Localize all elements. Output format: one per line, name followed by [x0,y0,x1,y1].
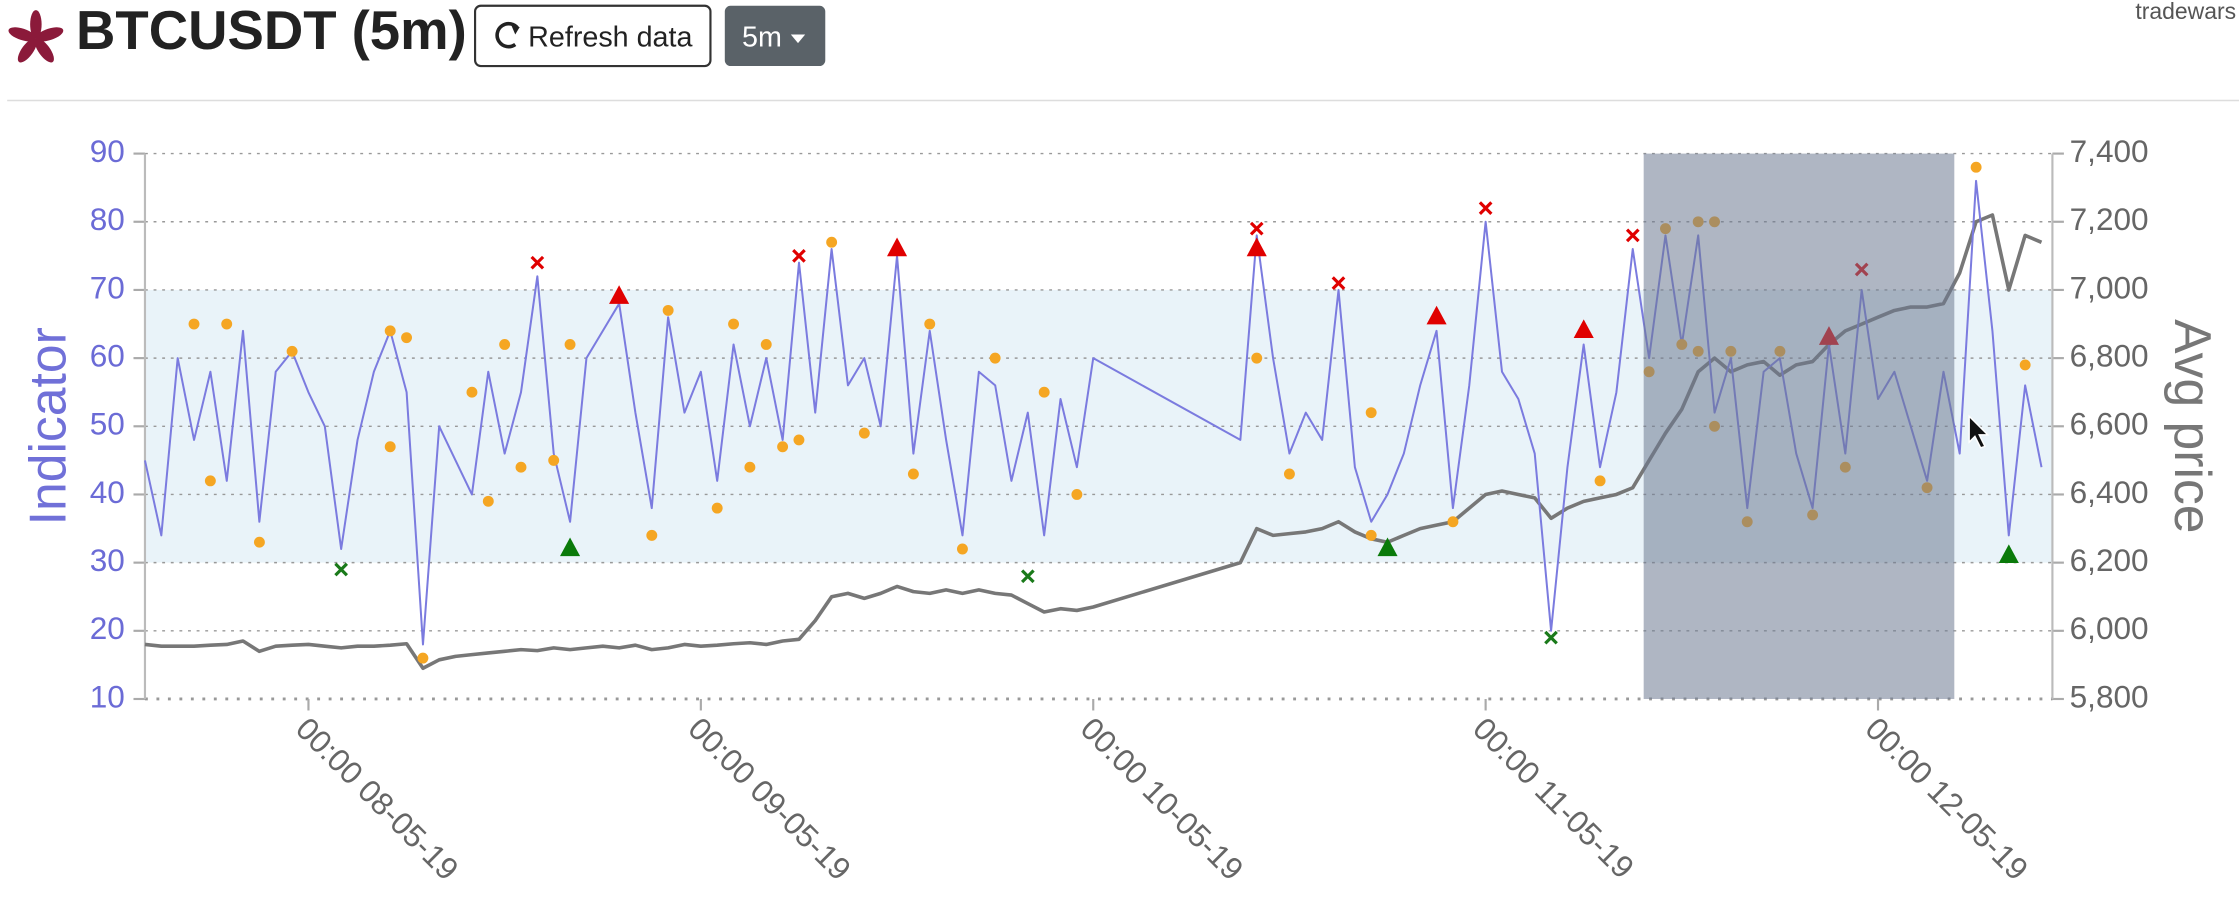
signal-triangle [1426,305,1447,325]
y-axis-title: Indicator [18,327,76,525]
signal-dot [401,332,413,344]
signal-dot [956,543,968,555]
signal-dot [548,454,560,466]
y2-tick-label: 7,400 [2070,133,2149,169]
signal-triangle [1573,319,1594,339]
signal-dot [826,236,838,248]
refresh-button[interactable]: Refresh data [473,4,712,68]
signal-dot [466,386,478,398]
signal-dot [1071,489,1083,500]
x-tick-label: 00:00 08-05-19 [289,710,466,887]
signal-dot [564,339,576,350]
signal-dot [253,536,265,548]
y-tick-label: 50 [90,406,125,442]
signal-dot [384,325,396,337]
logo [8,10,64,63]
signal-dot [907,468,919,480]
y2-tick-label: 6,800 [2070,337,2149,373]
signal-dot [728,318,740,330]
signal-cross [792,248,806,263]
user-name: tradewars [2135,0,2236,24]
signal-dot [286,345,298,357]
signal-dot [793,434,805,446]
signal-cross [1478,201,1493,215]
signal-dot [989,352,1001,364]
signal-cross [334,562,349,577]
x-tick-label: 00:00 11-05-19 [1466,710,1641,885]
x-tick-label: 00:00 12-05-19 [1859,710,2036,887]
signal-dot [858,427,870,439]
signal-triangle [560,537,581,557]
y2-tick-label: 7,200 [2070,201,2149,237]
y2-axis-title: Avg price [2164,319,2222,533]
y-tick-label: 70 [90,269,125,305]
signal-dot [1365,407,1377,419]
signal-triangle [1377,537,1398,557]
signal-cross [1331,276,1346,290]
signal-dot [482,495,494,507]
signal-dot [711,502,723,514]
signal-dot [1251,352,1263,364]
y2-tick-label: 6,200 [2070,542,2149,578]
y-tick-label: 10 [90,678,125,714]
plot-area: 10 20 30 40 50 60 70 80 90 5,800 6,000 6,200 6,400 6,… [90,133,2149,887]
signal-dot [1038,386,1050,398]
y2-tick-label: 7,000 [2070,269,2149,305]
y-tick-label: 60 [90,337,125,373]
signal-dot [417,652,429,664]
signal-dot [1365,529,1377,541]
signal-dot [221,318,233,330]
signal-cross [1249,221,1264,236]
signal-cross [1625,228,1640,243]
signal-dot [777,441,789,453]
signal-dot [515,461,527,473]
signal-dot [646,529,658,541]
signal-dot [662,304,674,316]
signal-cross [1544,630,1558,645]
y-tick-label: 40 [90,474,125,510]
y-tick-label: 90 [90,133,125,169]
signal-dot [744,461,756,473]
y2-tick-label: 6,600 [2070,406,2149,442]
signal-dot [1970,161,1982,173]
y-tick-label: 30 [90,542,125,578]
y2-tick-label: 6,400 [2070,474,2149,510]
signal-cross [530,255,545,270]
signal-triangle [1246,237,1267,257]
signal-dot [924,318,936,330]
signal-triangle [886,237,908,257]
signal-dot [1594,475,1606,487]
signal-dot [1283,468,1295,480]
interval-dropdown[interactable]: 5m [724,5,826,67]
y2-tick-label: 5,800 [2070,678,2149,714]
signal-dot [760,339,772,350]
y-tick-label: 80 [90,201,125,237]
button-label: Refresh data [528,21,692,53]
signal-cross [1020,569,1035,584]
mouse-cursor [1968,414,1990,449]
signal-dot [2019,359,2031,371]
y-tick-label: 20 [90,610,125,646]
dropdown-label: 5m [742,21,782,53]
signal-triangle [1998,544,2019,564]
signal-dot [188,318,200,330]
x-tick-label: 00:00 09-05-19 [681,710,858,887]
y2-tick-label: 6,000 [2070,610,2149,646]
selection-brush [1643,153,1955,699]
signal-dot [384,441,396,453]
signal-dot [499,339,511,350]
x-tick-label: 00:00 10-05-19 [1074,710,1251,887]
signal-dot [1447,516,1459,528]
page-title: BTCUSDT (5m) [76,0,467,61]
signal-dot [204,475,216,487]
signal-triangle [609,285,630,304]
